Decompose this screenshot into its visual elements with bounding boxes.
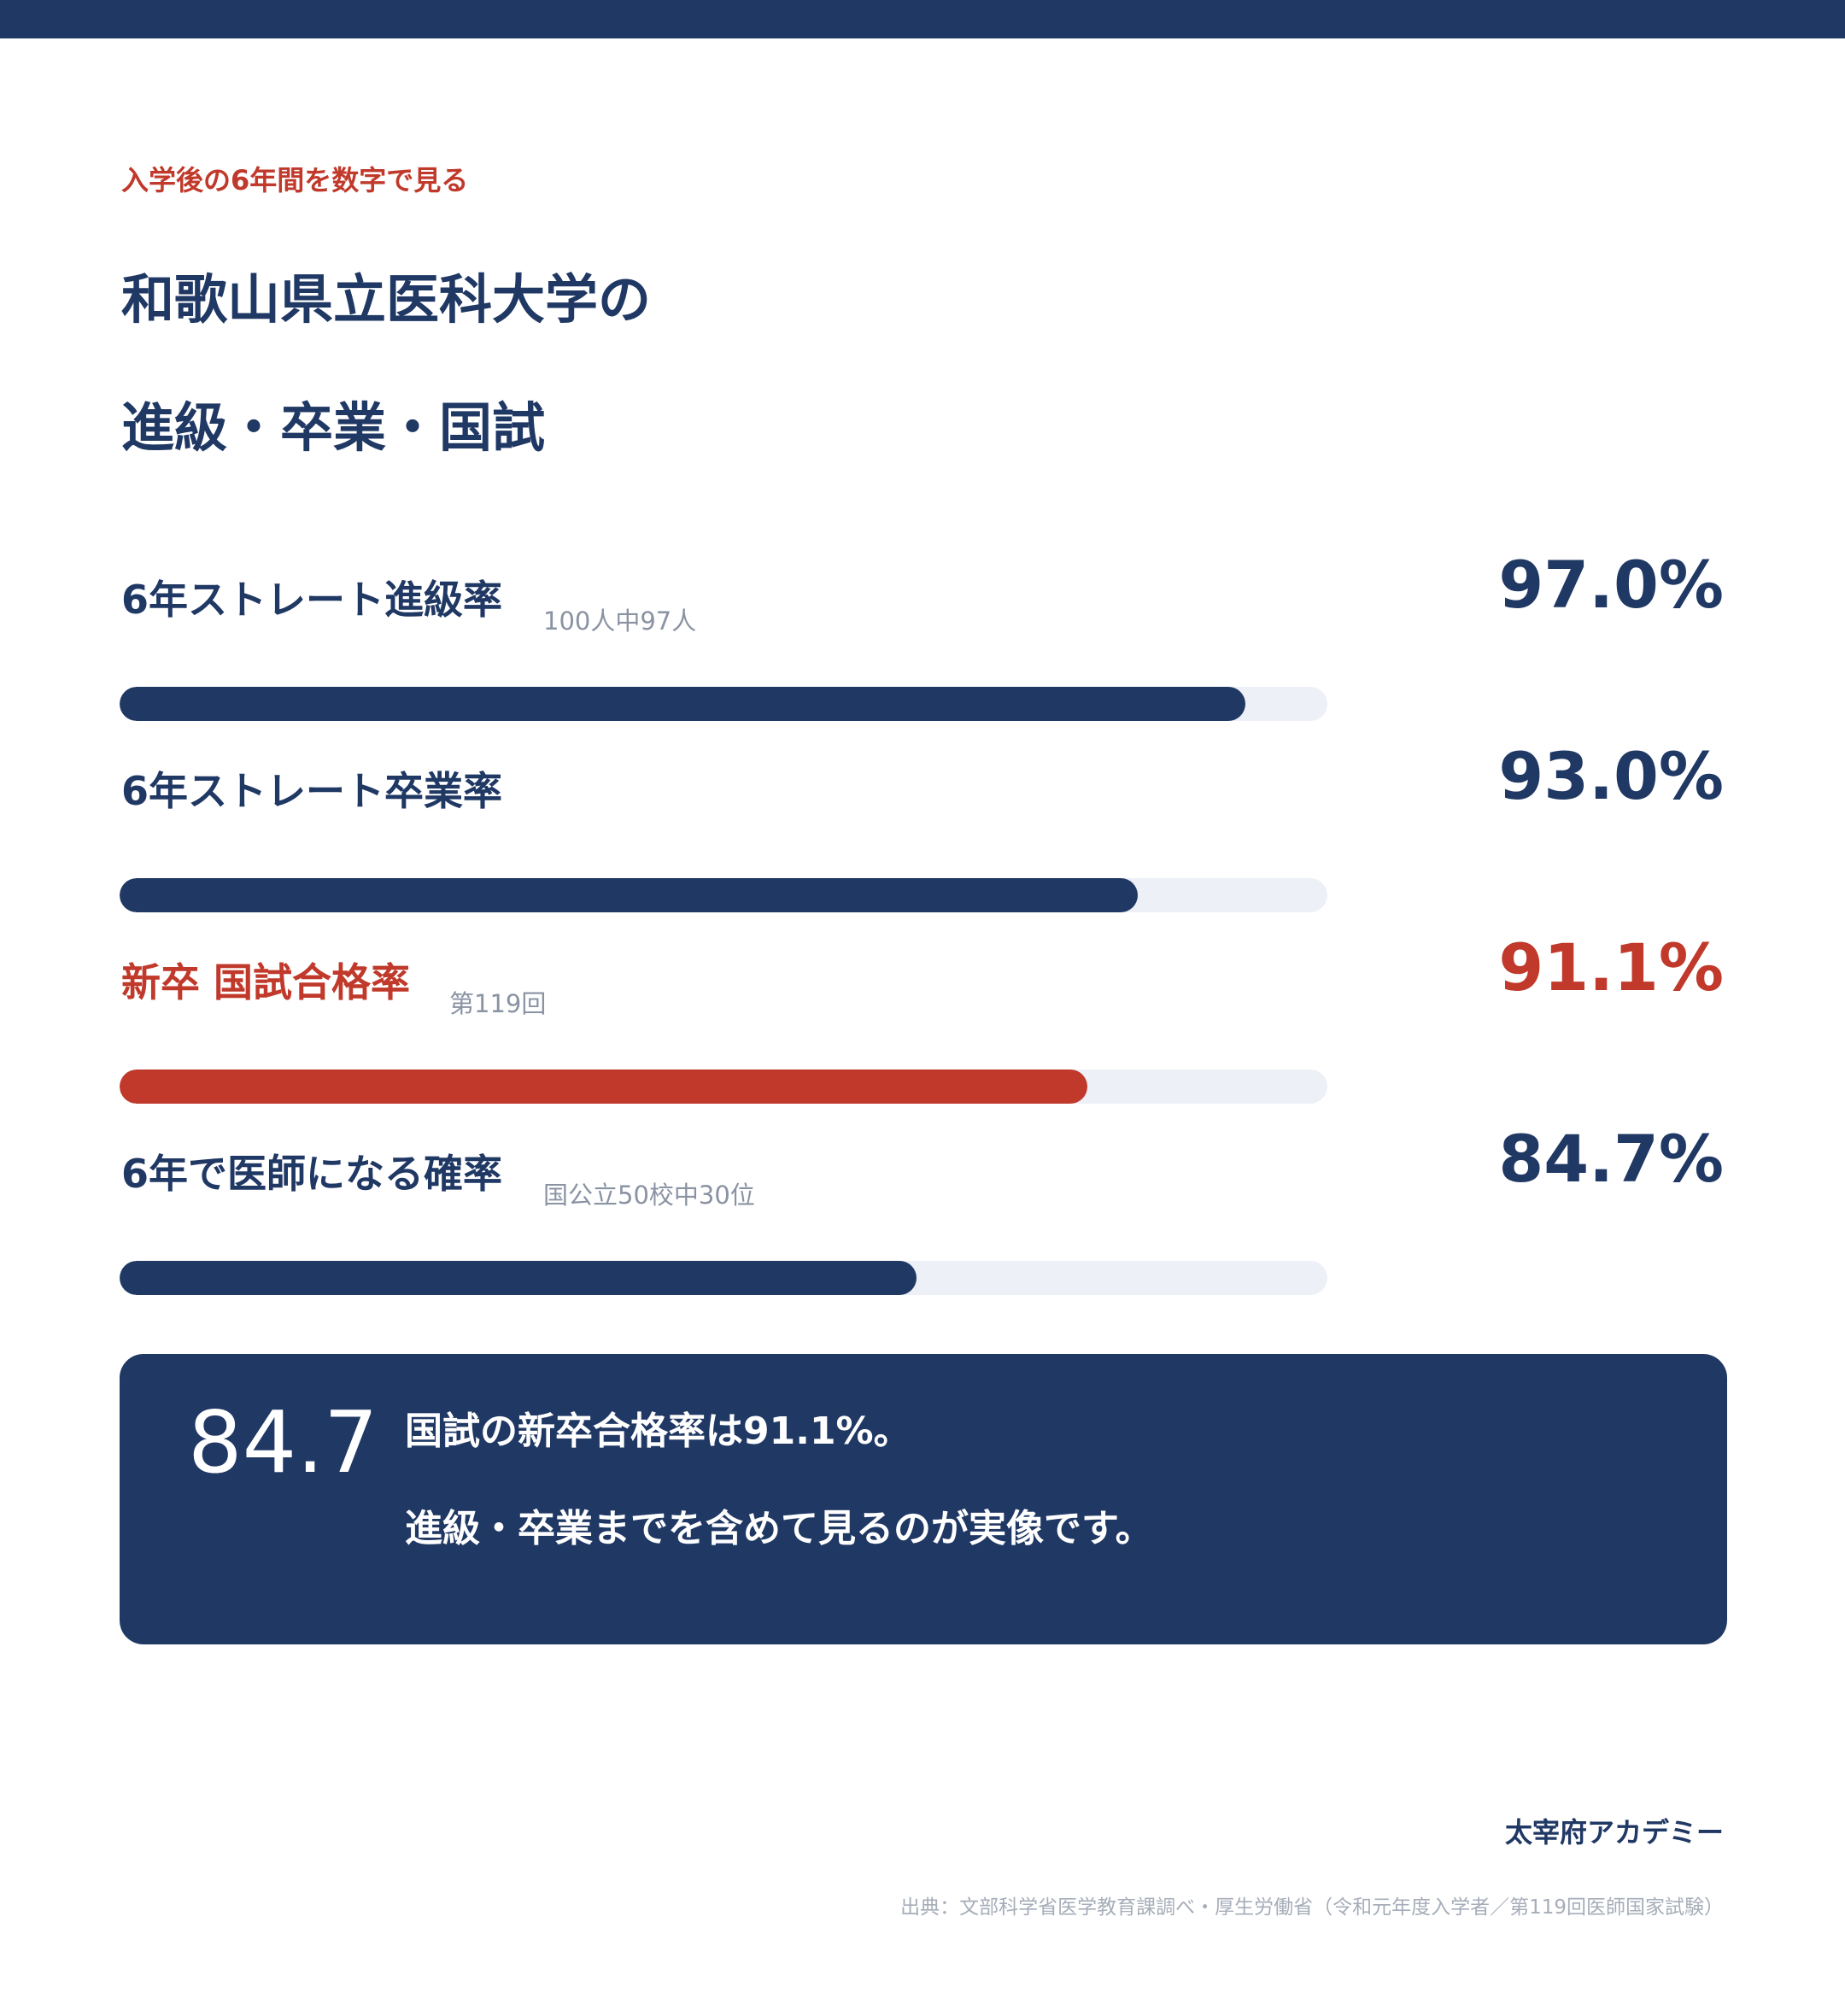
- eyebrow-label: 入学後の6年間を数字で見る: [121, 164, 469, 196]
- page-title-line2: 進級・卒業・国試: [121, 396, 546, 459]
- metric-label: 6年ストレート進級率: [121, 577, 503, 623]
- bar-fill: [120, 1261, 917, 1295]
- bar-track: [120, 1070, 1327, 1104]
- bar-fill: [120, 1070, 1087, 1104]
- metric-label: 新卒 国試合格率: [121, 959, 411, 1005]
- bar-fill: [120, 878, 1138, 912]
- top-accent-bar: [0, 0, 1845, 38]
- bar-track: [120, 687, 1327, 721]
- metric-value: 97.0%: [1498, 547, 1724, 623]
- metric-value: 91.1%: [1498, 929, 1724, 1005]
- summary-text-line2: 進級・卒業までを含めて見るのが実像です。: [405, 1507, 1153, 1550]
- brand-name: 太宰府アカデミー: [1504, 1816, 1724, 1849]
- source-note: 出典：文部科学省医学教育課調べ・厚生労働省（令和元年度入学者／第119回医師国家…: [900, 1896, 1724, 1919]
- bar-track: [120, 1261, 1327, 1295]
- metric-note: 第119回: [449, 989, 547, 1018]
- bar-fill: [120, 687, 1245, 721]
- summary-card: 84.7 国試の新卒合格率は91.1%。 進級・卒業までを含めて見るのが実像です…: [120, 1354, 1727, 1644]
- metric-note: 100人中97人: [543, 607, 697, 636]
- bar-track: [120, 878, 1327, 912]
- summary-number: 84.7: [188, 1392, 378, 1492]
- metric-label: 6年で医師になる確率: [121, 1151, 503, 1197]
- metric-value: 93.0%: [1498, 738, 1724, 814]
- summary-text-line1: 国試の新卒合格率は91.1%。: [405, 1409, 911, 1453]
- page-title-line1: 和歌山県立医科大学の: [121, 268, 652, 331]
- metric-label: 6年ストレート卒業率: [121, 768, 503, 814]
- metric-note: 国公立50校中30位: [543, 1181, 755, 1210]
- metric-value: 84.7%: [1498, 1121, 1724, 1197]
